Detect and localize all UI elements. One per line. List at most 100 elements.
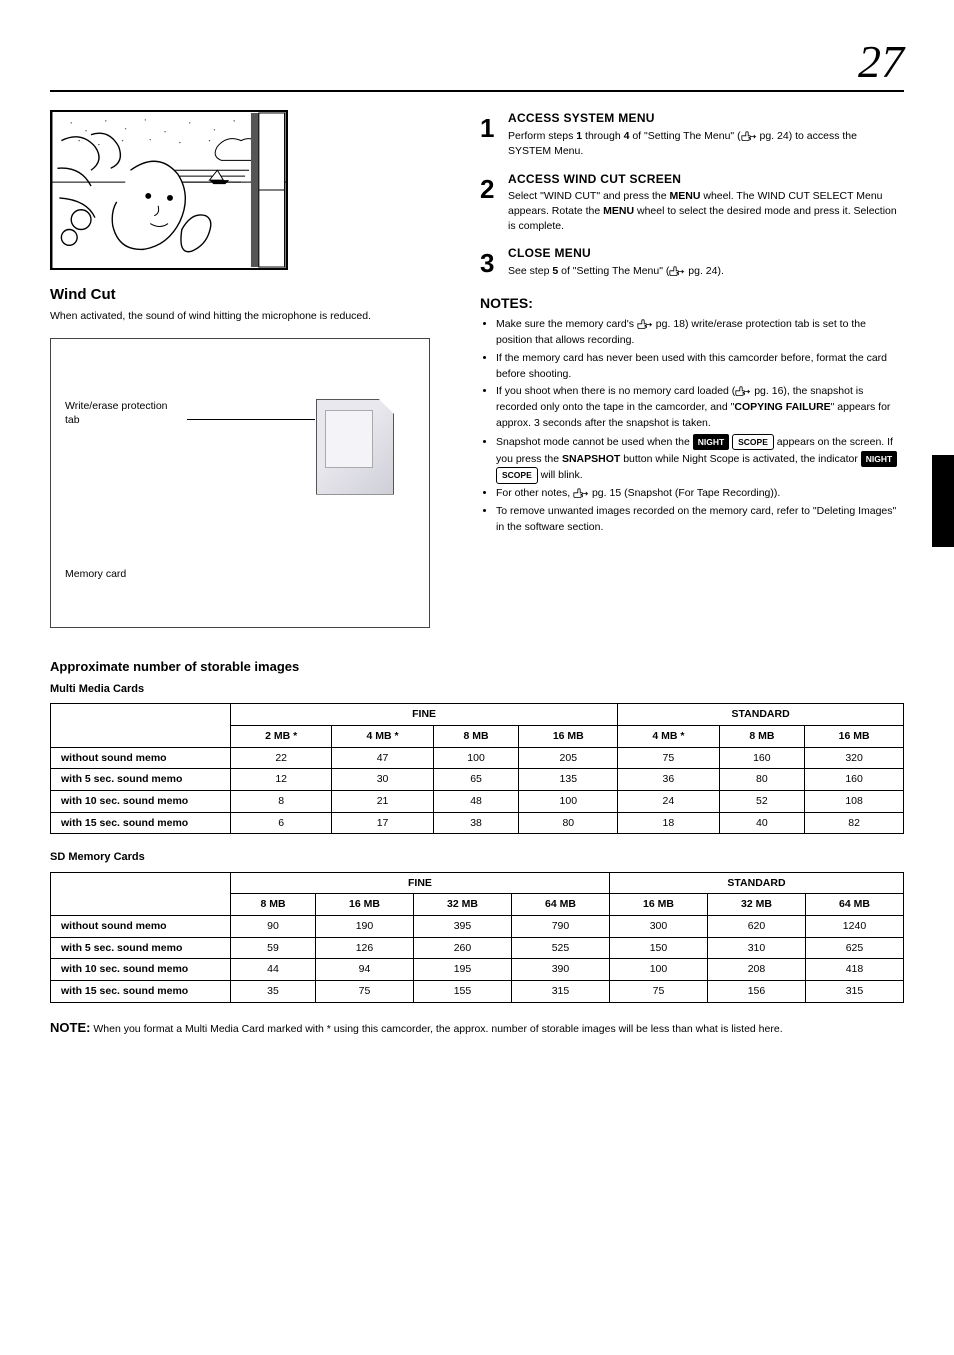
row-label: with 5 sec. sound memo (51, 769, 231, 791)
row-label: with 5 sec. sound memo (51, 937, 231, 959)
note-item: Make sure the memory card's pg. 18) writ… (496, 317, 904, 349)
label-memory-card: Memory card (65, 567, 126, 582)
cell: 80 (719, 769, 805, 791)
col-header: 64 MB (805, 894, 903, 916)
step-text: Perform steps 1 through 4 of "Setting Th… (508, 129, 898, 158)
cell: 208 (707, 959, 805, 981)
col-group-fine: FINE (231, 872, 610, 894)
cell: 620 (707, 916, 805, 938)
header-rule (50, 90, 904, 92)
cell: 195 (413, 959, 511, 981)
cell: 52 (719, 790, 805, 812)
step-number: 3 (480, 245, 508, 281)
table-b-subtitle: SD Memory Cards (50, 850, 904, 865)
footnote: NOTE: When you format a Multi Media Card… (50, 1019, 904, 1037)
table-row: with 5 sec. sound memo591262605251503106… (51, 937, 904, 959)
step-number: 1 (480, 110, 508, 146)
table-row: with 10 sec. sound memo821481002452108 (51, 790, 904, 812)
cell: 47 (332, 747, 433, 769)
row-label: with 15 sec. sound memo (51, 812, 231, 834)
cell: 300 (609, 916, 707, 938)
cell: 22 (231, 747, 332, 769)
cell: 625 (805, 937, 903, 959)
feature-title: Wind Cut (50, 284, 460, 305)
cell: 36 (618, 769, 719, 791)
step-2: 2ACCESS WIND CUT SCREENSelect "WIND CUT"… (480, 171, 904, 234)
cell: 35 (231, 981, 316, 1003)
sd-card-graphic (316, 399, 394, 495)
col-header: 16 MB (805, 725, 904, 747)
leader-line-1 (187, 419, 315, 420)
col-group-standard: STANDARD (609, 872, 903, 894)
col-header: 8 MB (433, 725, 519, 747)
cell: 48 (433, 790, 519, 812)
cell: 390 (511, 959, 609, 981)
cell: 315 (805, 981, 903, 1003)
right-column: 1ACCESS SYSTEM MENUPerform steps 1 throu… (480, 110, 904, 627)
cell: 160 (719, 747, 805, 769)
cell: 135 (519, 769, 618, 791)
cell: 100 (433, 747, 519, 769)
pointing-hand-icon (735, 386, 751, 397)
col-group-standard: STANDARD (618, 704, 904, 726)
pointing-hand-icon (741, 131, 757, 142)
cell: 525 (511, 937, 609, 959)
footnote-label: NOTE: (50, 1020, 90, 1035)
cell: 310 (707, 937, 805, 959)
left-column: Wind Cut When activated, the sound of wi… (50, 110, 460, 627)
cell: 17 (332, 812, 433, 834)
cell: 75 (315, 981, 413, 1003)
col-header: 2 MB * (231, 725, 332, 747)
col-header: 8 MB (231, 894, 316, 916)
cell: 1240 (805, 916, 903, 938)
cell: 150 (609, 937, 707, 959)
tables-title: Approximate number of storable images (50, 658, 904, 676)
wind-illustration (50, 110, 288, 270)
pointing-hand-icon (637, 319, 653, 330)
cell: 320 (805, 747, 904, 769)
cell: 59 (231, 937, 316, 959)
step-3: 3CLOSE MENUSee step 5 of "Setting The Me… (480, 245, 904, 281)
cell: 6 (231, 812, 332, 834)
table-row: without sound memo224710020575160320 (51, 747, 904, 769)
night-badge: NIGHT (693, 434, 729, 451)
notes-heading: NOTES: (480, 294, 904, 314)
step-1: 1ACCESS SYSTEM MENUPerform steps 1 throu… (480, 110, 904, 158)
col-header: 16 MB (519, 725, 618, 747)
step-number: 2 (480, 171, 508, 207)
row-label: without sound memo (51, 747, 231, 769)
cell: 80 (519, 812, 618, 834)
page-number: 27 (50, 30, 904, 94)
note-item: If you shoot when there is no memory car… (496, 384, 904, 431)
cell: 24 (618, 790, 719, 812)
table-row: with 15 sec. sound memo6173880184082 (51, 812, 904, 834)
col-header: 16 MB (609, 894, 707, 916)
cell: 38 (433, 812, 519, 834)
cell: 160 (805, 769, 904, 791)
step-text: See step 5 of "Setting The Menu" ( pg. 2… (508, 264, 898, 279)
row-label: with 15 sec. sound memo (51, 981, 231, 1003)
cell: 21 (332, 790, 433, 812)
memory-card-diagram: Write/erase protection tab Memory card (50, 338, 430, 628)
cell: 205 (519, 747, 618, 769)
col-header: 4 MB * (618, 725, 719, 747)
table-row: without sound memo901903957903006201240 (51, 916, 904, 938)
note-item: To remove unwanted images recorded on th… (496, 504, 904, 536)
table-row: with 10 sec. sound memo44941953901002084… (51, 959, 904, 981)
col-header: 64 MB (511, 894, 609, 916)
night-badge: NIGHT (861, 451, 897, 468)
col-header: 4 MB * (332, 725, 433, 747)
cell: 100 (519, 790, 618, 812)
notes-list: Make sure the memory card's pg. 18) writ… (480, 317, 904, 535)
feature-description: When activated, the sound of wind hittin… (50, 309, 460, 323)
cell: 156 (707, 981, 805, 1003)
table-multi-media: FINESTANDARD2 MB *4 MB *8 MB16 MB4 MB *8… (50, 703, 904, 834)
col-header: 8 MB (719, 725, 805, 747)
cell: 90 (231, 916, 316, 938)
row-label: with 10 sec. sound memo (51, 790, 231, 812)
footnote-text: When you format a Multi Media Card marke… (93, 1023, 782, 1035)
cell: 260 (413, 937, 511, 959)
pointing-hand-icon (573, 488, 589, 499)
pointing-hand-icon (669, 266, 685, 277)
note-item: For other notes, pg. 15 (Snapshot (For T… (496, 486, 904, 502)
